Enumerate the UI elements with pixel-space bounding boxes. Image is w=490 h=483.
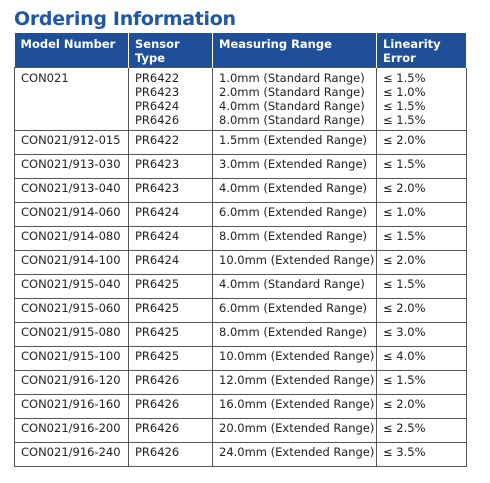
table-cell: PR6426 (128, 393, 213, 419)
table-cell: 4.0mm (Extended Range) (212, 177, 377, 203)
column-header: Sensor Type (128, 33, 213, 67)
table-cell: ≤ 1.5% (376, 369, 467, 395)
table-row: CON021/913-040 PR6423 4.0mm (Extended Rang… (14, 177, 467, 203)
table-cell: 16.0mm (Extended Range) (212, 393, 377, 419)
table-cell: ≤ 1.5% (376, 225, 467, 251)
table-cell: 24.0mm (Extended Range) (212, 441, 377, 467)
table-cell: 6.0mm (Extended Range) (212, 201, 377, 227)
table-row: CON021/916-240 PR6426 24.0mm (Extended Ran… (14, 441, 467, 467)
table-cell: PR6425 (128, 297, 213, 323)
ordering-table: Model Number Sensor Type Measuring Range Li… (14, 33, 467, 467)
table-cell: 3.0mm (Extended Range) (212, 153, 377, 179)
table-cell: PR6426 (128, 417, 213, 443)
table-cell: CON021/913-040 (14, 177, 129, 203)
table-cell: PR6423 (128, 177, 213, 203)
table-cell: CON021/914-080 (14, 225, 129, 251)
table-cell: CON021/915-100 (14, 345, 129, 371)
column-header: Measuring Range (212, 33, 377, 67)
table-cell: CON021/914-060 (14, 201, 129, 227)
table-row: CON021/912-015 PR6422 1.5mm (Extended Rang… (14, 129, 467, 155)
table-row: CON021/915-100 PR6425 10.0mm (Extended Ran… (14, 345, 467, 371)
table-row: CON021 PR6422 PR6423 PR6424 PR6426 1.0mm (Sta… (14, 66, 467, 131)
table-row: CON021/915-040 PR6425 4.0mm (Standard Rang… (14, 273, 467, 299)
table-cell: PR6426 (128, 441, 213, 467)
table-cell: PR6425 (128, 273, 213, 299)
table-row: CON021/914-080 PR6424 8.0mm (Extended Rang… (14, 225, 467, 251)
table-cell: PR6422 PR6423 PR6424 PR6426 (128, 66, 213, 131)
table-row: CON021/914-060 PR6424 6.0mm (Extended Rang… (14, 201, 467, 227)
table-row: CON021/915-080 PR6425 8.0mm (Extended Rang… (14, 321, 467, 347)
column-header: Linearity Error (376, 33, 467, 67)
table-row: CON021/914-100 PR6424 10.0mm (Extended Ran… (14, 249, 467, 275)
cell-line: 2.0mm (Standard Range) (219, 84, 365, 99)
table-cell: CON021 (14, 66, 129, 131)
table-cell: ≤ 1.5% (376, 153, 467, 179)
table-cell: ≤ 3.0% (376, 321, 467, 347)
table-row: CON021/916-120 PR6426 12.0mm (Extended Ran… (14, 369, 467, 395)
table-cell: CON021/912-015 (14, 129, 129, 155)
table-row: CON021/916-200 PR6426 20.0mm (Extended Ran… (14, 417, 467, 443)
table-cell: 10.0mm (Extended Range) (212, 345, 377, 371)
table-cell: ≤ 2.0% (376, 129, 467, 155)
table-cell: PR6422 (128, 129, 213, 155)
table-cell: CON021/916-120 (14, 369, 129, 395)
table-cell: ≤ 1.5% ≤ 1.0% ≤ 1.5% ≤ 1.5% (376, 66, 467, 131)
table-cell: ≤ 2.0% (376, 177, 467, 203)
table-row: CON021/916-160 PR6426 16.0mm (Extended Ran… (14, 393, 467, 419)
table-cell: CON021/915-040 (14, 273, 129, 299)
cell-line: PR6423 (135, 84, 180, 99)
table-cell: CON021/916-200 (14, 417, 129, 443)
table-cell: ≤ 2.0% (376, 393, 467, 419)
table-cell: ≤ 2.0% (376, 297, 467, 323)
cell-line: ≤ 1.0% (383, 84, 426, 99)
cell-line: PR6426 (135, 112, 180, 127)
table-cell: PR6423 (128, 153, 213, 179)
title: Ordering Information (14, 8, 236, 30)
table-cell: ≤ 1.5% (376, 273, 467, 299)
table-cell: CON021/915-080 (14, 321, 129, 347)
table-cell: CON021/916-160 (14, 393, 129, 419)
table-row: CON021/915-060 PR6425 6.0mm (Extended Rang… (14, 297, 467, 323)
table-cell: ≤ 2.5% (376, 417, 467, 443)
table-cell: 8.0mm (Extended Range) (212, 321, 377, 347)
table-cell: 1.5mm (Extended Range) (212, 129, 377, 155)
table-cell: CON021/913-030 (14, 153, 129, 179)
cell-line: 1.0mm (Standard Range) (219, 70, 365, 85)
table-cell: 4.0mm (Standard Range) (212, 273, 377, 299)
table-cell: CON021/914-100 (14, 249, 129, 275)
cell-line: ≤ 1.5% (383, 112, 426, 127)
cell-line: 8.0mm (Standard Range) (219, 112, 365, 127)
table-cell: 8.0mm (Extended Range) (212, 225, 377, 251)
cell-line: Linearity (383, 37, 441, 51)
table-cell: 1.0mm (Standard Range) 2.0mm (Standard Ra… (212, 66, 377, 131)
cell-line: PR6422 (135, 70, 180, 85)
column-header: Model Number (14, 33, 129, 67)
cell-line: ≤ 1.5% (383, 98, 426, 113)
header-row: Model Number Sensor Type Measuring Range Li… (14, 33, 467, 67)
table-cell: CON021/915-060 (14, 297, 129, 323)
cell-line: ≤ 1.5% (383, 70, 426, 85)
table-cell: 20.0mm (Extended Range) (212, 417, 377, 443)
table-cell: 12.0mm (Extended Range) (212, 369, 377, 395)
table-cell: CON021/916-240 (14, 441, 129, 467)
table-cell: PR6426 (128, 369, 213, 395)
table-cell: 10.0mm (Extended Range) (212, 249, 377, 275)
table-cell: ≤ 2.0% (376, 249, 467, 275)
cell-line: 4.0mm (Standard Range) (219, 98, 365, 113)
table-row: CON021/913-030 PR6423 3.0mm (Extended Rang… (14, 153, 467, 179)
table-cell: PR6424 (128, 201, 213, 227)
table-cell: 6.0mm (Extended Range) (212, 297, 377, 323)
table-cell: PR6425 (128, 345, 213, 371)
table-cell: ≤ 4.0% (376, 345, 467, 371)
cell-line: Error (383, 51, 416, 65)
table-cell: ≤ 3.5% (376, 441, 467, 467)
table-cell: PR6424 (128, 225, 213, 251)
cell-line: PR6424 (135, 98, 180, 113)
table-cell: PR6424 (128, 249, 213, 275)
table-cell: ≤ 1.0% (376, 201, 467, 227)
table-cell: PR6425 (128, 321, 213, 347)
